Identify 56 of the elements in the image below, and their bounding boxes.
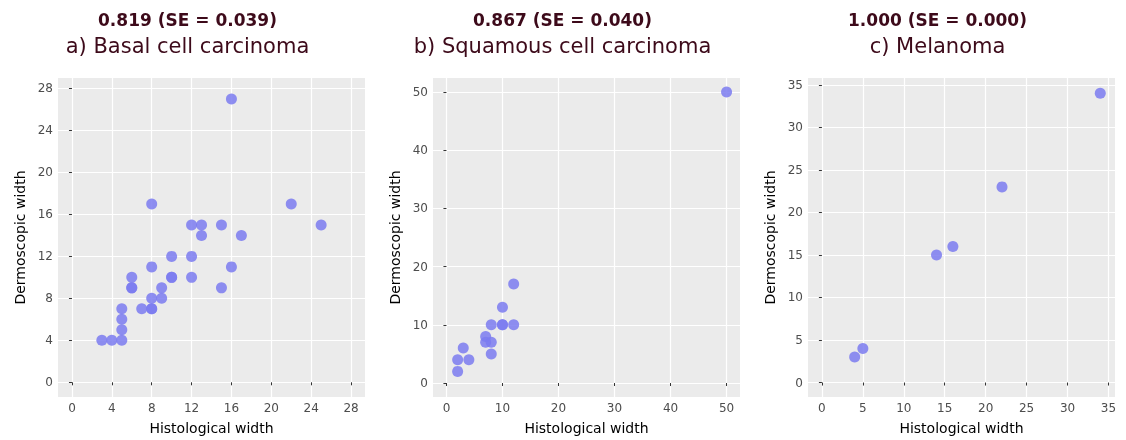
y-tick-label: 50 [412, 84, 428, 99]
x-tick-label: 4 [108, 401, 116, 415]
y-axis-title: Dermoscopic width [11, 170, 28, 305]
y-tick-label: 30 [412, 201, 428, 216]
y-tick-label: 25 [787, 162, 803, 177]
x-tick-label: 28 [343, 401, 359, 415]
y-tick-label: 0 [45, 375, 53, 390]
y-tick-label: 15 [787, 247, 803, 262]
x-tick-label: 25 [1018, 401, 1035, 415]
y-tick-label: 20 [787, 205, 803, 220]
y-tick-label: 30 [787, 120, 803, 135]
x-tick-label: 30 [606, 401, 623, 415]
chart-subtitle: 1.000 (SE = 0.000) [848, 9, 1027, 30]
y-tick-label: 10 [412, 317, 428, 332]
x-axis-title: Histological width [524, 420, 649, 436]
y-tick-label: 40 [412, 143, 428, 158]
x-tick-label: 0 [68, 401, 76, 415]
y-tick-label: 12 [37, 249, 53, 264]
y-tick-label: 24 [37, 123, 53, 138]
x-tick-label: 8 [147, 401, 156, 415]
x-tick-label: 24 [303, 401, 319, 415]
y-tick-label: 35 [787, 77, 803, 92]
y-tick-label: 20 [37, 165, 53, 180]
y-axis-title: Dermoscopic width [761, 170, 778, 305]
x-tick-label: 16 [223, 401, 240, 415]
x-tick-label: 20 [263, 401, 279, 415]
x-tick-label: 50 [718, 401, 735, 415]
y-tick-label: 0 [420, 376, 428, 391]
y-tick-label: 4 [45, 333, 53, 348]
y-tick-label: 0 [795, 375, 803, 390]
y-tick-label: 28 [37, 81, 53, 96]
x-tick-label: 20 [978, 401, 994, 415]
y-tick-label: 8 [45, 291, 53, 306]
x-tick-label: 5 [859, 401, 867, 415]
y-axis-title: Dermoscopic width [386, 170, 403, 305]
x-tick-label: 35 [1100, 401, 1117, 415]
y-tick-label: 20 [412, 259, 428, 274]
x-tick-label: 20 [550, 401, 567, 415]
chart-title: a) Basal cell carcinoma [65, 33, 310, 58]
chart-subtitle: 0.819 (SE = 0.039) [98, 9, 277, 30]
x-axis-title: Histological width [149, 420, 274, 436]
y-tick-label: 10 [787, 290, 803, 305]
x-tick-label: 10 [896, 401, 912, 415]
chart-title: b) Squamous cell carcinoma [413, 33, 712, 58]
x-tick-label: 0 [818, 401, 826, 415]
y-tick-label: 5 [795, 333, 803, 348]
chart-subtitle: 0.867 (SE = 0.040) [473, 9, 652, 30]
x-tick-label: 12 [183, 401, 200, 415]
y-tick-label: 16 [37, 207, 53, 222]
chart-title: c) Melanoma [869, 33, 1006, 58]
x-tick-label: 15 [937, 401, 953, 415]
x-tick-label: 0 [442, 401, 451, 415]
x-tick-label: 10 [494, 401, 511, 415]
x-tick-label: 40 [662, 401, 679, 415]
x-axis-title: Histological width [899, 420, 1024, 436]
x-tick-label: 30 [1059, 401, 1076, 415]
